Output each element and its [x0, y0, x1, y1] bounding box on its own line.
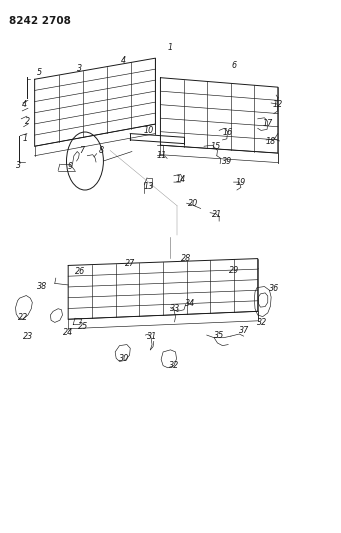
Text: 16: 16 [222, 127, 233, 136]
Text: 22: 22 [18, 313, 28, 321]
Text: 38: 38 [37, 282, 47, 291]
Text: 19: 19 [236, 177, 246, 187]
Text: 3: 3 [16, 161, 21, 169]
Text: 35: 35 [214, 330, 224, 340]
Text: 14: 14 [175, 175, 186, 184]
Text: 28: 28 [180, 254, 191, 263]
Text: 13: 13 [144, 182, 154, 191]
Text: 36: 36 [269, 284, 280, 293]
Text: 26: 26 [75, 267, 85, 276]
Text: 5: 5 [37, 68, 42, 77]
Text: 20: 20 [188, 199, 198, 208]
Text: 6: 6 [232, 61, 237, 69]
Text: 30: 30 [119, 354, 129, 363]
Text: 21: 21 [212, 211, 223, 219]
Text: 33: 33 [170, 304, 181, 313]
Text: 17: 17 [263, 118, 273, 127]
Text: 2: 2 [25, 117, 30, 126]
Text: 4: 4 [22, 100, 27, 109]
Text: 9: 9 [67, 162, 72, 171]
Text: 25: 25 [77, 321, 88, 330]
Text: 4: 4 [121, 56, 126, 66]
Text: 11: 11 [157, 151, 167, 160]
Text: 37: 37 [239, 326, 249, 335]
Text: 7: 7 [79, 146, 84, 155]
Text: 8: 8 [99, 146, 104, 155]
Text: 12: 12 [273, 100, 283, 109]
Text: 15: 15 [211, 142, 221, 151]
Text: 8242 2708: 8242 2708 [10, 16, 71, 26]
Text: 10: 10 [144, 126, 154, 135]
Text: 39: 39 [222, 157, 233, 166]
Text: 31: 31 [147, 332, 157, 341]
Text: 3: 3 [77, 64, 83, 73]
Text: 1: 1 [23, 134, 28, 143]
Text: 1: 1 [168, 43, 173, 52]
Text: 29: 29 [229, 265, 239, 274]
Text: 27: 27 [125, 260, 135, 268]
Text: 24: 24 [63, 328, 73, 337]
Text: 34: 34 [185, 299, 195, 308]
Text: 32: 32 [257, 318, 267, 327]
Text: 18: 18 [266, 137, 276, 146]
Text: 23: 23 [23, 332, 33, 341]
Text: 32: 32 [169, 361, 179, 370]
